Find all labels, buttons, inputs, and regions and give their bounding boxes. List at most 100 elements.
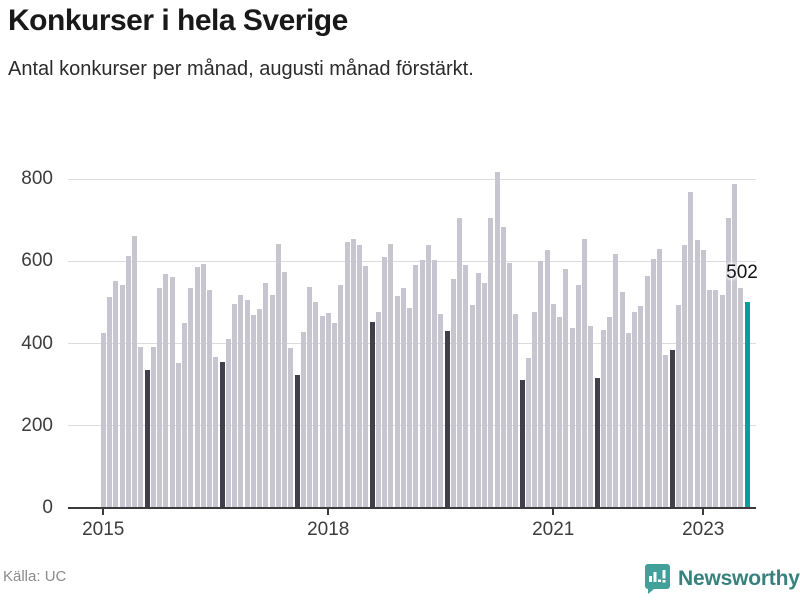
bar-2021-okt: [607, 316, 612, 508]
bar-2021-sep: [600, 329, 606, 508]
bar-2019-feb: [407, 307, 412, 508]
bar-2021-maj: [575, 285, 581, 508]
newsworthy-speech-bubble-barchart-icon: [644, 563, 671, 594]
bar-2016-apr: [194, 267, 200, 508]
newsworthy-wordmark: Newsworthy: [678, 566, 800, 590]
bar-2019-aug: [444, 330, 450, 508]
bar-2023-jun: [732, 183, 737, 508]
bar-2023-mar: [713, 290, 719, 508]
bar-2019-nov: [463, 265, 469, 508]
bar-2021-jul: [588, 325, 594, 508]
bar-2020-okt: [532, 311, 537, 508]
bar-2017-maj: [275, 243, 281, 508]
bar-2021-mar: [563, 268, 569, 508]
bar-2016-nov: [238, 294, 244, 508]
bar-2017-jan: [250, 315, 256, 508]
bar-2021-jan: [550, 303, 556, 508]
bar-2018-mar: [338, 285, 344, 508]
bar-2017-feb: [257, 308, 262, 508]
x-axis-tick-label-2015: 2015: [82, 519, 125, 540]
bar-2021-aug: [594, 378, 600, 508]
bar-2016-feb: [182, 323, 187, 508]
gridline-y600: [68, 260, 756, 262]
bar-2022-apr: [644, 275, 650, 508]
bar-2022-jun: [657, 248, 662, 508]
bar-2015-mar: [113, 281, 119, 508]
bar-2018-sep: [375, 311, 381, 508]
bar-2016-jul: [213, 356, 219, 508]
bar-2019-apr: [419, 260, 425, 508]
y-axis-tick-label: 400: [21, 332, 53, 354]
bar-2015-jul: [138, 346, 144, 508]
chart-title: Konkurser i hela Sverige: [8, 4, 348, 37]
bar-2015-apr: [119, 284, 125, 508]
bar-2019-jan: [400, 287, 406, 508]
bar-2019-mar: [413, 264, 419, 508]
bar-2017-dec: [319, 315, 325, 508]
source-credit: Källa: UC: [3, 568, 67, 585]
bar-2015-okt: [157, 288, 162, 508]
bar-2021-jun: [582, 238, 587, 508]
bar-2022-okt: [682, 244, 687, 508]
bar-2016-maj: [200, 264, 206, 508]
bar-2020-jul: [513, 314, 519, 508]
bar-2023-maj: [725, 218, 731, 508]
bar-2016-aug: [219, 361, 225, 508]
bar-2019-okt: [457, 217, 462, 508]
bar-2015-jun: [132, 235, 137, 508]
bar-2022-sep: [675, 305, 681, 508]
bar-2019-maj: [425, 245, 431, 508]
bar-2023-apr: [719, 294, 725, 508]
bar-2020-aug: [519, 380, 525, 508]
bar-2021-feb: [557, 316, 562, 508]
bar-2018-jan: [325, 312, 331, 508]
bar-2017-sep: [300, 331, 306, 508]
x-axis-tick-label-2023: 2023: [682, 519, 725, 540]
y-axis-tick-label: 800: [21, 168, 53, 189]
bar-2022-nov: [688, 192, 694, 508]
bar-2018-nov: [388, 243, 394, 508]
bar-2018-maj: [350, 239, 356, 508]
bar-2022-aug: [669, 350, 675, 508]
bar-2017-jul: [288, 348, 294, 508]
bar-2017-apr: [269, 295, 275, 508]
bar-2022-jan: [625, 333, 631, 508]
bar-2016-dec: [244, 300, 250, 508]
bar-2020-mar: [488, 218, 494, 508]
x-axis-line: [68, 507, 756, 509]
bar-2020-sep: [525, 358, 531, 508]
chart-subtitle: Antal konkurser per månad, augusti månad…: [8, 58, 474, 80]
bar-2015-sep: [150, 346, 156, 508]
bar-2020-nov: [538, 260, 544, 508]
x-axis-tick-label-2018: 2018: [307, 519, 350, 540]
bar-2017-okt: [307, 287, 312, 508]
bar-2020-feb: [482, 283, 487, 508]
bar-2023-jan: [700, 250, 706, 508]
highlight-value-label: 502: [726, 261, 758, 283]
bar-2016-sep: [225, 338, 231, 508]
bar-2021-nov: [613, 254, 619, 508]
bar-2017-aug: [294, 375, 300, 508]
y-axis-tick-label: 200: [21, 414, 53, 436]
bar-2015-dec: [169, 276, 175, 508]
x-axis-tick-2015: [102, 509, 105, 515]
x-axis-tick-2021: [552, 509, 555, 515]
bar-2020-jun: [507, 263, 512, 508]
bar-2015-aug: [144, 369, 150, 508]
x-axis-tick-2018: [327, 509, 330, 515]
newsworthy-logo[interactable]: Newsworthy: [644, 563, 800, 594]
bar-2021-apr: [569, 328, 575, 508]
x-axis-tick-2023: [702, 509, 705, 515]
gridline-y200: [68, 425, 756, 427]
bar-2015-nov: [163, 273, 169, 508]
bar-2018-dec: [394, 296, 400, 508]
bar-2018-okt: [382, 256, 387, 508]
bar-2015-jan: [100, 332, 106, 508]
gridline-y400: [68, 343, 756, 344]
gridline-y800: [68, 178, 756, 180]
bar-2020-jan: [475, 272, 481, 508]
bar-2019-jun: [432, 259, 437, 508]
bar-2023-feb: [707, 290, 712, 508]
bar-2016-jun: [207, 290, 212, 508]
bar-2016-mar: [188, 288, 194, 508]
